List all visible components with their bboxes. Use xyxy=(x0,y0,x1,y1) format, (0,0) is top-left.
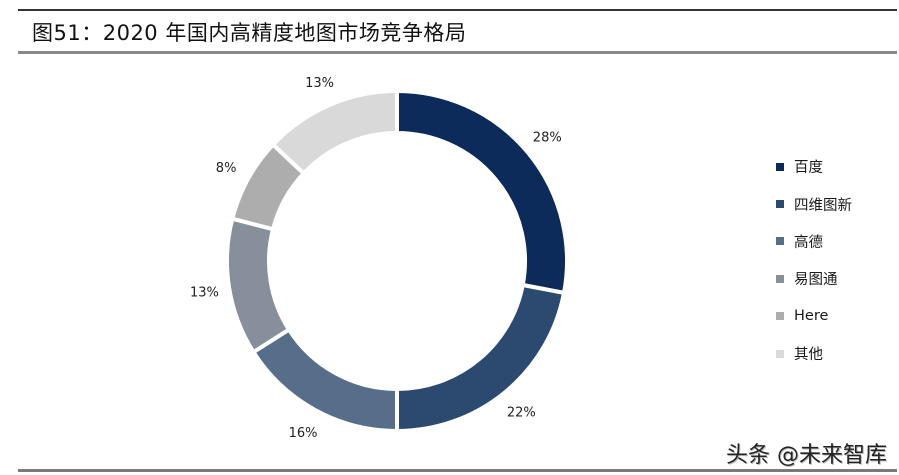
legend-swatch xyxy=(776,200,784,209)
donut-slices xyxy=(225,88,569,434)
slice-label-amap: 16% xyxy=(289,426,318,441)
legend-label: 其他 xyxy=(794,347,823,364)
slice-navinfo xyxy=(395,282,567,434)
legend-swatch xyxy=(776,312,784,321)
slice-emapgo xyxy=(225,216,292,355)
slice-label-baidu: 28% xyxy=(533,131,562,146)
slice-label-here: 8% xyxy=(216,161,237,176)
legend-swatch xyxy=(776,162,784,171)
slice-baidu xyxy=(395,88,569,296)
slice-label-navinfo: 22% xyxy=(507,405,536,420)
legend-label: 易图通 xyxy=(794,272,838,289)
legend-item-baidu: 百度 xyxy=(776,148,852,185)
bottom-rule xyxy=(18,469,897,472)
legend-item-amap: 高德 xyxy=(776,223,852,260)
slice-amap xyxy=(250,326,399,434)
legend-swatch xyxy=(776,349,784,358)
watermark: 头条 @未来智库 xyxy=(726,443,887,468)
legend-label: 高德 xyxy=(794,234,823,251)
legend-label: Here xyxy=(794,308,829,325)
slice-labels: 28% 22% 16% 13% 8% 13% xyxy=(190,76,562,441)
slice-label-others: 13% xyxy=(305,76,334,91)
legend-item-emapgo: 易图通 xyxy=(776,260,852,297)
slice-others xyxy=(270,88,399,177)
legend-swatch xyxy=(776,274,784,283)
slice-label-emapgo: 13% xyxy=(190,286,219,301)
figure-title: 图51：2020 年国内高精度地图市场竞争格局 xyxy=(32,21,467,45)
legend-item-navinfo: 四维图新 xyxy=(776,185,852,222)
top-rule xyxy=(18,9,897,11)
chart-legend: 百度 四维图新 高德 易图通 Here 其他 xyxy=(776,148,852,372)
legend-label: 百度 xyxy=(794,160,823,177)
legend-item-here: Here xyxy=(776,298,852,335)
legend-label: 四维图新 xyxy=(794,197,852,214)
legend-swatch xyxy=(776,237,784,246)
legend-item-others: 其他 xyxy=(776,335,852,372)
title-underline xyxy=(18,51,897,54)
